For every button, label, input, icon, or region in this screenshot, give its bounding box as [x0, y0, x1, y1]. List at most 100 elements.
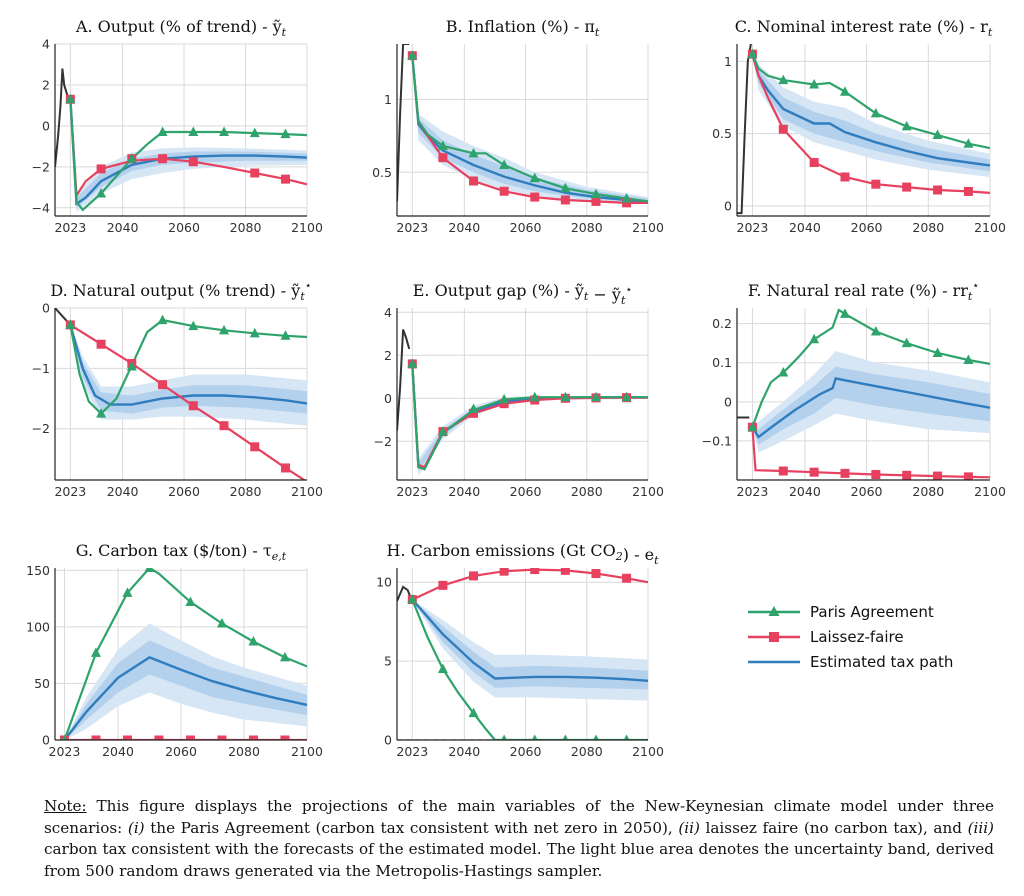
panel-f: 2023 2040 2060 2080 2100 −0.1 0 0.1 0.2 F. Natura…	[702, 279, 1006, 499]
paris-marker	[407, 358, 418, 368]
uncertainty-band-inner	[752, 366, 990, 445]
paris-marker	[590, 391, 601, 402]
x-tick-label: 2023	[737, 220, 769, 235]
paris-marker	[219, 324, 230, 335]
title-superscript: ⋆	[972, 279, 979, 292]
x-tick-label: 2100	[291, 744, 323, 759]
paris-marker	[249, 327, 260, 338]
paris-marker	[61, 734, 68, 740]
paris-marker	[468, 403, 479, 414]
legend-marker-laissez	[769, 632, 779, 642]
paris-marker	[593, 734, 599, 740]
laissez-faire-marker	[871, 470, 881, 480]
title-main: H. Carbon emissions (Gt CO	[387, 541, 616, 560]
paris-marker	[747, 48, 758, 59]
x-tick-label: 2040	[448, 220, 480, 235]
plot-area	[397, 44, 648, 208]
y-tick-label: 50	[34, 676, 50, 691]
laissez-faire-marker	[438, 153, 448, 163]
x-tick-label: 2060	[510, 484, 542, 499]
note-item-iii: (iii)	[967, 818, 994, 837]
y-tick-label: −2	[374, 434, 392, 449]
paris-marker	[901, 337, 912, 348]
paris-marker	[560, 182, 571, 193]
y-tick-label: −1	[32, 361, 50, 376]
title-subscript: t	[584, 290, 589, 303]
legend-label-estimated: Estimated tax path	[810, 653, 953, 671]
x-tick-label: 2040	[789, 220, 821, 235]
paris-marker	[562, 734, 569, 740]
note-text-1: This figure displays the projections of …	[44, 797, 994, 837]
laissez-faire-marker	[902, 470, 912, 480]
paris-marker	[839, 86, 850, 96]
y-tick-label: 0	[42, 301, 50, 316]
note-text-3: laissez faire (no carbon tax), and	[699, 818, 968, 837]
title-subscript: t	[968, 290, 973, 303]
laissez-faire-marker	[248, 735, 258, 740]
laissez-faire-marker	[840, 172, 850, 182]
x-tick-label: 2060	[168, 220, 200, 235]
laissez-faire-marker	[840, 468, 850, 478]
laissez-faire-marker	[280, 174, 290, 184]
paris-marker	[90, 647, 101, 657]
paris-marker	[216, 617, 227, 628]
laissez-faire-marker	[154, 735, 164, 740]
paris-marker	[248, 636, 259, 646]
x-tick-label: 2023	[54, 220, 86, 235]
x-tick-label: 2100	[974, 484, 1006, 499]
x-tick-label: 2100	[632, 484, 664, 499]
x-tick-label: 2100	[291, 484, 323, 499]
y-tick-label: 0.1	[712, 355, 732, 370]
laissez-faire-line	[751, 427, 990, 479]
note-item-ii: (ii)	[678, 818, 700, 837]
panel-title: G. Carbon tax ($/ton) - τe,t	[76, 541, 287, 563]
uncertainty-band-inner	[412, 55, 648, 203]
x-tick-label: 2023	[54, 484, 86, 499]
laissez-faire-marker	[530, 568, 540, 575]
panel-a: 2023 2040 2060 2080 2100 −4 −2 0 2 4 A. Output (% …	[32, 17, 323, 235]
y-tick-label: 100	[26, 619, 50, 634]
legend-marker-paris	[768, 606, 780, 616]
legend: Paris Agreement Laissez-faire Estimated ta…	[748, 603, 953, 671]
paris-marker	[249, 127, 260, 138]
laissez-faire-marker	[560, 568, 570, 575]
y-tick-label: 4	[384, 305, 392, 320]
paris-marker	[407, 594, 418, 604]
paris-marker	[280, 128, 291, 139]
paris-marker	[280, 330, 291, 340]
paris-marker	[499, 393, 510, 404]
x-tick-label: 2100	[291, 220, 323, 235]
title-main: E. Output gap (%) - ỹ	[413, 281, 584, 300]
figure-note: Note: This figure displays the projectio…	[44, 796, 994, 882]
estimated-line	[411, 363, 648, 470]
paris-marker	[279, 651, 290, 662]
x-tick-label: 2080	[230, 220, 262, 235]
title-main: C. Nominal interest rate (%) - r	[735, 17, 988, 36]
laissez-faire-marker	[809, 158, 819, 168]
laissez-faire-line	[411, 568, 648, 601]
laissez-faire-marker	[158, 154, 168, 164]
paris-marker	[963, 354, 974, 364]
y-tick-label: 1	[724, 54, 732, 69]
laissez-faire-marker	[185, 735, 195, 740]
panel-title: F. Natural real rate (%) - rrt⋆	[748, 279, 979, 303]
panel-title: A. Output (% of trend) - ỹt	[75, 17, 287, 39]
laissez-faire-marker	[933, 185, 943, 195]
title-main: A. Output (% of trend) - ỹ	[75, 17, 282, 36]
paris-marker	[621, 193, 632, 203]
laissez-faire-marker	[96, 164, 106, 174]
history-line	[397, 329, 411, 431]
x-tick-label: 2023	[49, 744, 81, 759]
paris-marker	[188, 126, 199, 137]
y-tick-label: 2	[384, 348, 392, 363]
laissez-faire-marker	[591, 196, 601, 206]
laissez-faire-marker	[560, 195, 570, 205]
y-tick-label: 5	[384, 654, 392, 669]
x-tick-label: 2080	[230, 484, 262, 499]
panel-g: 2023 2040 2060 2080 2100 0 50 100 150 G. Carbon t…	[26, 541, 323, 759]
title-main: B. Inflation (%) - π	[446, 17, 595, 36]
x-tick-label: 2080	[912, 220, 944, 235]
laissez-faire-marker	[871, 179, 881, 189]
x-tick-label: 2060	[851, 220, 883, 235]
